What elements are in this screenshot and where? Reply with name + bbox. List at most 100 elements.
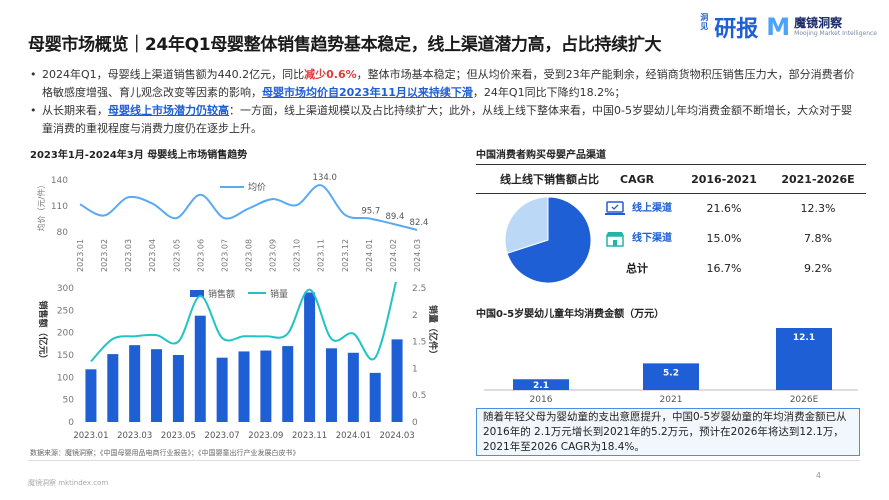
combo-right-tick: 2.5 (412, 284, 426, 294)
price-x-tick: 2024.02 (389, 239, 398, 272)
price-x-tick: 2024.03 (413, 239, 422, 272)
sales-combo-chart: 销售额（亿元） 销量（亿件） 0 50 100 150 200 250 300 0 0.5 1 1.5 2… (37, 282, 439, 441)
price-x-tick: 2023.12 (341, 239, 350, 272)
moojing-logo-sub: Moojing Market Intelligence (794, 30, 877, 37)
combo-left-tick: 0 (68, 418, 74, 428)
combo-x-tick: 2023.05 (161, 431, 196, 441)
combo-legend-line-label: 销量 (270, 288, 288, 300)
sales-bar-2023.01 (85, 369, 97, 422)
combo-left-tick: 150 (57, 351, 74, 361)
spend-data-label: 2.1 (533, 381, 549, 391)
sales-bar-2023.10 (282, 346, 294, 422)
spend-x-tick: 2021 (660, 395, 683, 405)
bullet-1-text-a: 2024年Q1，母婴线上渠道销售额为440.2亿元，同比 (42, 68, 305, 81)
pie-slice-线下渠道 (504, 196, 549, 254)
spend-bar-2016 (513, 379, 569, 390)
table-header-row: 线上线下销售额占比 CAGR 2016-2021 2021-2026E (476, 164, 866, 194)
sales-bar-2023.02 (107, 354, 119, 422)
channel-pie-chart (504, 196, 592, 284)
price-x-tick: 2023.06 (196, 239, 205, 272)
combo-left-tick: 50 (63, 396, 75, 406)
combo-left-tick: 250 (57, 306, 74, 316)
table-header-cagr: CAGR (620, 173, 655, 186)
channel-table: 线上线下销售额占比 CAGR 2016-2021 2021-2026E 线上渠道… (476, 164, 866, 284)
table-row: 总计 16.7% 9.2% (476, 254, 866, 284)
price-y-tick: 140 (51, 176, 68, 186)
volume-series-line (90, 282, 397, 363)
combo-right-axis-label: 销量（亿件） (427, 305, 439, 359)
sales-bar-2023.03 (129, 345, 141, 422)
channel-section-title: 中国消费者购买母婴产品渠道 (476, 150, 606, 161)
combo-x-tick: 2023.07 (205, 431, 240, 441)
page-number: 4 (815, 471, 821, 480)
sales-bar-2023.04 (151, 349, 163, 422)
yanbao-logo-small: 洞见 (700, 13, 709, 31)
combo-left-tick: 300 (57, 284, 74, 294)
price-x-tick: 2023.07 (220, 239, 229, 272)
moojing-logo: M 魔镜洞察 Moojing Market Intelligence (766, 13, 877, 41)
combo-x-tick: 2024.01 (336, 431, 371, 441)
row-online-c1: 21.6% (706, 202, 742, 215)
sales-bar-2024.03 (391, 339, 403, 422)
combo-x-tick: 2023.11 (292, 431, 327, 441)
price-x-tick: 2023.02 (100, 239, 109, 272)
price-line-chart: 均价（元/件） 80 110 140 均价 134.0 95.7 89.4 82.4 2023.0… (36, 173, 429, 272)
combo-legend-bar-label: 销售额 (208, 288, 235, 300)
price-y-tick: 110 (51, 202, 68, 212)
price-legend-label: 均价 (248, 181, 266, 193)
price-x-tick: 2024.01 (365, 239, 374, 272)
bullet-2-text-b: ：一方面，线上渠道规模以及占比持续扩大；此外，从线上线下整体来看，中国0-5岁婴… (42, 104, 852, 135)
combo-left-axis-label: 销售额（亿元） (37, 300, 49, 363)
price-x-tick: 2023.03 (124, 239, 133, 272)
table-header-share: 线上线下销售额占比 (500, 173, 599, 186)
price-x-tick: 2023.10 (293, 239, 302, 272)
spend-section-title: 中国0-5岁婴幼儿童年均消费金额（万元） (476, 309, 665, 320)
combo-x-tick: 2023.03 (117, 431, 152, 441)
store-icon (604, 230, 626, 251)
price-data-label: 134.0 (313, 173, 337, 183)
spend-bar-2021 (643, 363, 699, 390)
footer-divider (28, 460, 860, 461)
price-x-tick: 2023.11 (317, 239, 326, 272)
price-data-label: 89.4 (385, 212, 404, 222)
sales-bar-2023.11 (304, 292, 316, 422)
table-header-2021-2026: 2021-2026E (781, 173, 855, 186)
row-offline-c2: 7.8% (804, 232, 832, 245)
spend-bar-2026E (776, 328, 832, 390)
row-total-label: 总计 (626, 262, 648, 275)
sales-bar-2024.01 (347, 352, 359, 422)
combo-legend-bar-swatch (190, 290, 204, 297)
table-row: 线下渠道 15.0% 7.8% (476, 224, 866, 254)
trend-section-title: 2023年1月-2024年3月 母婴线上市场销售趋势 (30, 150, 248, 161)
sales-bar-2023.08 (238, 351, 250, 422)
sales-bar-2024.02 (369, 372, 381, 422)
sales-bar-2023.06 (194, 315, 206, 422)
price-x-tick: 2023.08 (245, 239, 254, 272)
price-data-label: 82.4 (410, 218, 429, 228)
page-title: 母婴市场概览｜24年Q1母婴整体销售趋势基本稳定，线上渠道潜力高，占比持续扩大 (28, 35, 662, 55)
sales-bar-2023.09 (260, 350, 272, 422)
bullet-2: 从长期来看，母婴线上市场潜力仍较高：一方面，线上渠道规模以及占比持续扩大；此外，… (30, 102, 860, 138)
bullet-2-text-a: 从长期来看， (42, 104, 108, 117)
combo-x-tick: 2023.01 (73, 431, 108, 441)
bullet-1: 2024年Q1，母婴线上渠道销售额为440.2亿元，同比减少0.6%，整体市场基… (30, 66, 860, 102)
combo-right-tick: 1 (412, 364, 418, 374)
table-header-2016-2021: 2016-2021 (691, 173, 757, 186)
price-x-tick: 2023.09 (269, 239, 278, 272)
yanbao-logo: 洞见 研报 (700, 11, 758, 43)
sales-bar-2023.05 (172, 355, 184, 422)
combo-right-tick: 0 (412, 418, 418, 428)
combo-left-tick: 200 (57, 329, 74, 339)
row-online-c2: 12.3% (800, 202, 836, 215)
spend-x-tick: 2026E (790, 395, 819, 405)
spend-data-label: 5.2 (663, 368, 679, 378)
row-total-c1: 16.7% (706, 262, 742, 275)
combo-x-tick: 2024.03 (379, 431, 414, 441)
moojing-logo-name: 魔镜洞察 (794, 16, 843, 30)
combo-right-tick: 0.5 (412, 391, 426, 401)
laptop-icon (604, 200, 626, 221)
logo-area: 洞见 研报 M 魔镜洞察 Moojing Market Intelligence (700, 10, 877, 44)
pie-slice-线上渠道 (506, 196, 592, 284)
bullet-1-highlight-red: 减少0.6% (304, 68, 357, 81)
source-footnote: 数据来源：魔镜洞察；《中国母婴用品电商行业报告》；《中国婴童出行产业发展白皮书》 (30, 449, 300, 457)
